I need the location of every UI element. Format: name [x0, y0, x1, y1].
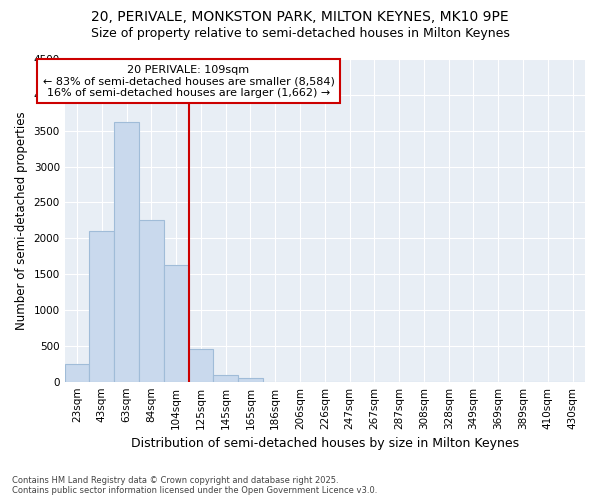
Bar — [65, 364, 89, 382]
Bar — [114, 122, 139, 382]
Text: 20 PERIVALE: 109sqm
← 83% of semi-detached houses are smaller (8,584)
16% of sem: 20 PERIVALE: 109sqm ← 83% of semi-detach… — [43, 64, 334, 98]
Bar — [214, 374, 238, 382]
Text: Size of property relative to semi-detached houses in Milton Keynes: Size of property relative to semi-detach… — [91, 28, 509, 40]
Bar — [188, 350, 214, 382]
Bar — [139, 220, 164, 382]
Bar — [164, 265, 188, 382]
Text: Contains HM Land Registry data © Crown copyright and database right 2025.
Contai: Contains HM Land Registry data © Crown c… — [12, 476, 377, 495]
Y-axis label: Number of semi-detached properties: Number of semi-detached properties — [15, 111, 28, 330]
X-axis label: Distribution of semi-detached houses by size in Milton Keynes: Distribution of semi-detached houses by … — [131, 437, 519, 450]
Text: 20, PERIVALE, MONKSTON PARK, MILTON KEYNES, MK10 9PE: 20, PERIVALE, MONKSTON PARK, MILTON KEYN… — [91, 10, 509, 24]
Bar — [238, 378, 263, 382]
Bar — [89, 231, 114, 382]
